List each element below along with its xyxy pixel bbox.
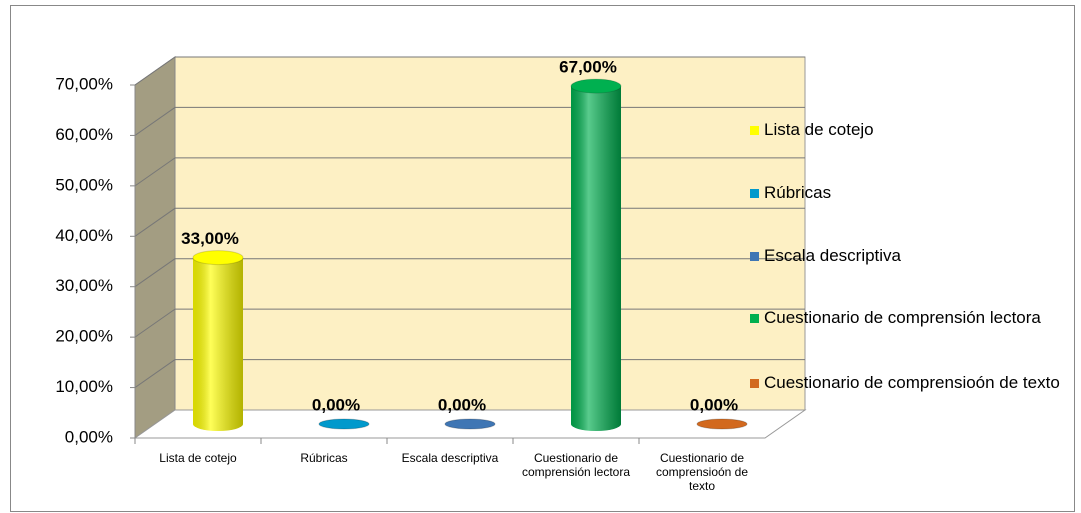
bar bbox=[318, 418, 370, 430]
grid-line bbox=[134, 107, 176, 136]
x-tick-label: Cuestionario de comprensión lectora bbox=[521, 451, 631, 479]
data-label: 0,00% bbox=[438, 395, 486, 414]
legend-swatch bbox=[750, 126, 759, 135]
bar bbox=[696, 418, 748, 430]
legend-swatch bbox=[750, 189, 759, 198]
bar-shade bbox=[571, 86, 621, 431]
legend-swatch bbox=[750, 252, 759, 261]
legend-item: Rúbricas bbox=[750, 183, 1074, 203]
data-label: 33,00% bbox=[181, 229, 239, 248]
grid-line bbox=[134, 258, 176, 288]
grid-line bbox=[134, 207, 176, 237]
data-label: 0,00% bbox=[690, 395, 738, 414]
bar bbox=[444, 418, 496, 430]
legend-label: Cuestionario de comprensión lectora bbox=[764, 308, 1041, 327]
legend-item: Cuestionario de comprensioón de texto bbox=[750, 373, 1074, 393]
data-label: 0,00% bbox=[312, 395, 360, 414]
bar-shade bbox=[193, 257, 243, 431]
grid-line bbox=[134, 308, 176, 338]
side-wall bbox=[134, 56, 176, 439]
x-tick-label: Rúbricas bbox=[300, 451, 348, 465]
legend-item: Cuestionario de comprensión lectora bbox=[750, 308, 1074, 328]
back-wall bbox=[174, 56, 806, 411]
grid-line bbox=[134, 157, 176, 187]
y-tick-label: 10,00% bbox=[55, 377, 113, 396]
y-tick-label: 0,00% bbox=[65, 427, 113, 446]
y-tick-label: 40,00% bbox=[55, 226, 113, 245]
x-tick-label: Escala descriptiva bbox=[401, 451, 499, 465]
data-label: 67,00% bbox=[559, 58, 617, 77]
x-tick-label: Lista de cotejo bbox=[159, 451, 237, 465]
legend-label: Cuestionario de comprensioón de texto bbox=[764, 373, 1060, 392]
legend-swatch bbox=[750, 314, 759, 323]
legend-label: Escala descriptiva bbox=[764, 246, 902, 265]
legend-item: Lista de cotejo bbox=[750, 120, 1074, 140]
legend-label: Lista de cotejo bbox=[764, 120, 874, 139]
bar-top bbox=[570, 78, 622, 94]
grid-line bbox=[134, 359, 176, 388]
y-tick-label: 20,00% bbox=[55, 327, 113, 346]
grid-line bbox=[134, 56, 176, 86]
legend-label: Rúbricas bbox=[764, 183, 832, 202]
y-tick-label: 30,00% bbox=[55, 276, 113, 295]
bar-top bbox=[192, 250, 244, 266]
legend-item: Escala descriptiva bbox=[750, 246, 1074, 266]
y-tick-label: 70,00% bbox=[55, 74, 113, 93]
legend-swatch bbox=[750, 379, 759, 388]
x-tick-label: Cuestionario de comprensioón de texto bbox=[655, 451, 749, 493]
y-tick-label: 50,00% bbox=[55, 175, 113, 194]
y-tick-label: 60,00% bbox=[55, 125, 113, 144]
